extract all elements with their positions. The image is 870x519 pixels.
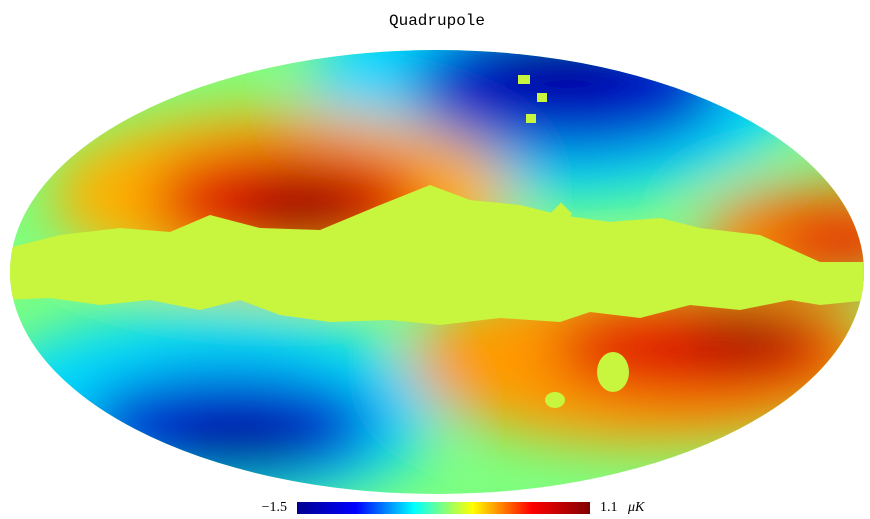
colorbar: [297, 502, 590, 514]
map-title: Quadrupole: [389, 12, 485, 30]
colorbar-min-label: −1.5: [262, 500, 287, 515]
colorbar-unit: μK: [627, 500, 645, 515]
colorbar-max-label: 1.1: [600, 500, 618, 515]
